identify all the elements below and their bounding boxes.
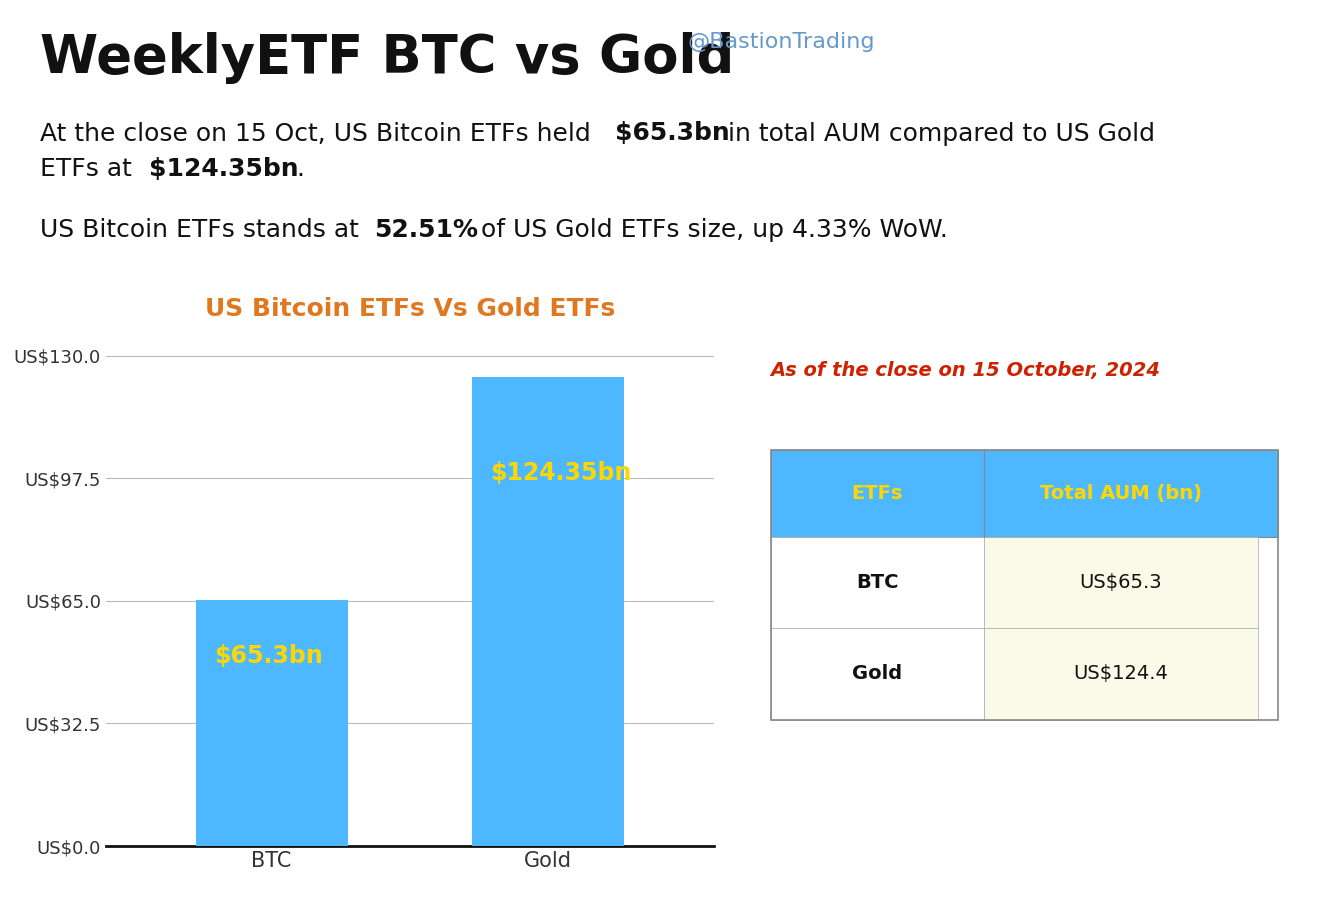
Text: 52.51%: 52.51% [374,218,479,242]
Text: WeeklyETF BTC vs Gold: WeeklyETF BTC vs Gold [40,32,734,84]
Text: As of the close on 15 October, 2024: As of the close on 15 October, 2024 [771,361,1161,380]
Title: US Bitcoin ETFs Vs Gold ETFs: US Bitcoin ETFs Vs Gold ETFs [205,297,615,321]
FancyBboxPatch shape [771,450,1278,536]
FancyBboxPatch shape [771,536,984,628]
FancyBboxPatch shape [984,628,1259,720]
Text: US$65.3: US$65.3 [1080,573,1162,592]
Text: $124.35bn: $124.35bn [490,462,632,485]
Text: ETFs: ETFs [851,484,903,503]
Text: ETFs at: ETFs at [40,158,140,182]
Text: $65.3bn: $65.3bn [615,122,730,146]
Bar [472,377,624,846]
Text: At the close on 15 Oct, US Bitcoin ETFs held: At the close on 15 Oct, US Bitcoin ETFs … [40,122,599,146]
Text: in total AUM compared to US Gold: in total AUM compared to US Gold [720,122,1155,146]
Text: @BastionTrading: @BastionTrading [687,32,875,51]
Text: $65.3bn: $65.3bn [214,644,323,668]
Text: .: . [296,158,304,182]
Text: $124.35bn: $124.35bn [149,158,299,182]
FancyBboxPatch shape [771,628,984,720]
Text: BTC: BTC [857,573,899,592]
Text: of US Gold ETFs size, up 4.33% WoW.: of US Gold ETFs size, up 4.33% WoW. [473,218,948,242]
Text: US$124.4: US$124.4 [1073,664,1169,683]
FancyBboxPatch shape [984,536,1259,628]
Bar [196,599,348,846]
Text: Total AUM (bn): Total AUM (bn) [1040,484,1202,503]
Text: US Bitcoin ETFs stands at: US Bitcoin ETFs stands at [40,218,366,242]
Text: Gold: Gold [853,664,903,683]
